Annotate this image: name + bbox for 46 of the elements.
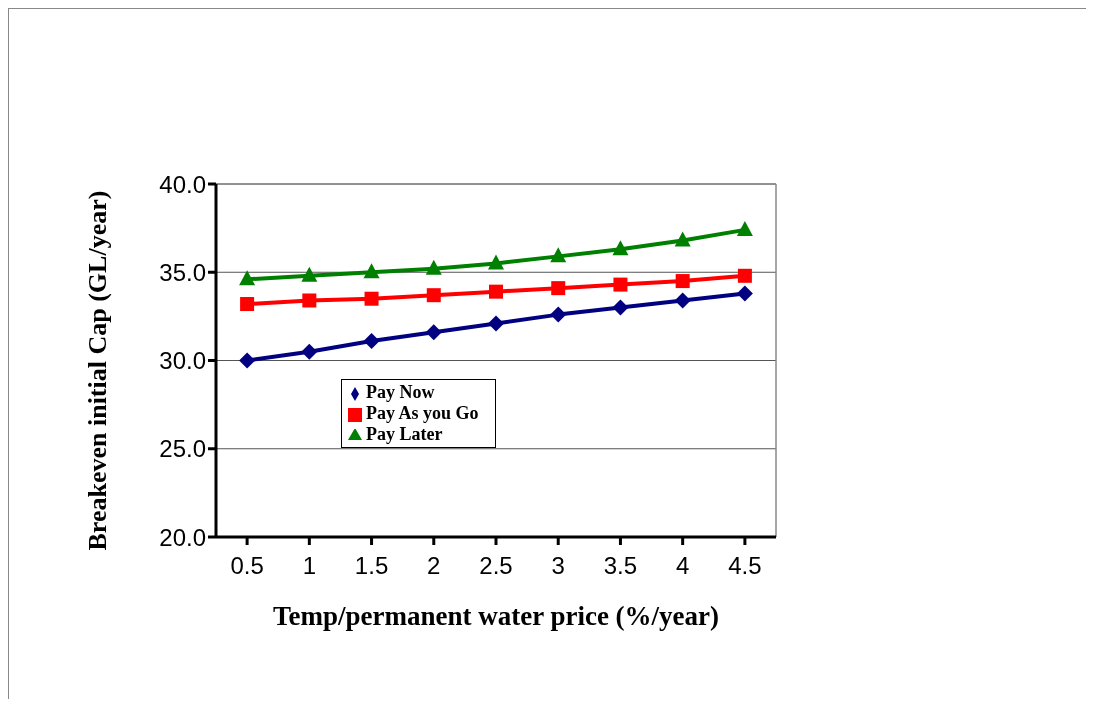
legend-label: Pay Later	[366, 424, 443, 444]
point	[301, 343, 318, 360]
point	[425, 324, 442, 341]
point	[239, 352, 256, 369]
y-tick-label: 20.0	[159, 523, 206, 551]
x-tick-label: 2	[427, 552, 441, 580]
x-tick-label: 3	[551, 552, 565, 580]
point	[737, 268, 752, 283]
x-tick-label: 1	[302, 552, 317, 580]
x-tick-label: 3.5	[603, 552, 638, 580]
point	[674, 231, 691, 247]
point	[425, 259, 442, 275]
point	[488, 254, 504, 270]
point	[240, 297, 255, 312]
y-tick-label: 40.0	[159, 170, 206, 198]
legend-label: Pay As you Go	[366, 403, 479, 423]
point	[613, 277, 628, 292]
point	[489, 284, 503, 299]
point	[736, 220, 753, 236]
x-tick-label: 1.5	[354, 552, 389, 580]
legend-label: Pay Now	[366, 382, 435, 402]
point	[363, 263, 380, 279]
point	[612, 240, 629, 256]
y-axis-title: Breakeven initial Cap (GL/year)	[83, 190, 113, 551]
point	[239, 270, 256, 286]
y-tick-label: 25.0	[159, 435, 206, 463]
x-tick-label: 4.5	[728, 552, 762, 580]
point	[736, 285, 753, 302]
point	[301, 266, 318, 282]
point	[675, 274, 690, 289]
point	[302, 293, 317, 308]
point	[426, 288, 441, 303]
x-tick-label: 4	[675, 552, 690, 580]
y-tick-label: 35.0	[159, 258, 206, 286]
y-tick-label: 30.0	[159, 347, 206, 375]
point	[550, 306, 567, 323]
point	[488, 315, 504, 332]
x-tick-label: 0.5	[230, 552, 264, 580]
point	[363, 333, 380, 350]
point	[364, 291, 379, 306]
x-axis-title: Temp/permanent water price (%/year)	[272, 601, 720, 631]
point	[612, 299, 629, 316]
point	[551, 281, 566, 296]
point	[550, 247, 567, 263]
x-tick-label: 2.5	[479, 552, 513, 580]
point	[674, 292, 691, 309]
